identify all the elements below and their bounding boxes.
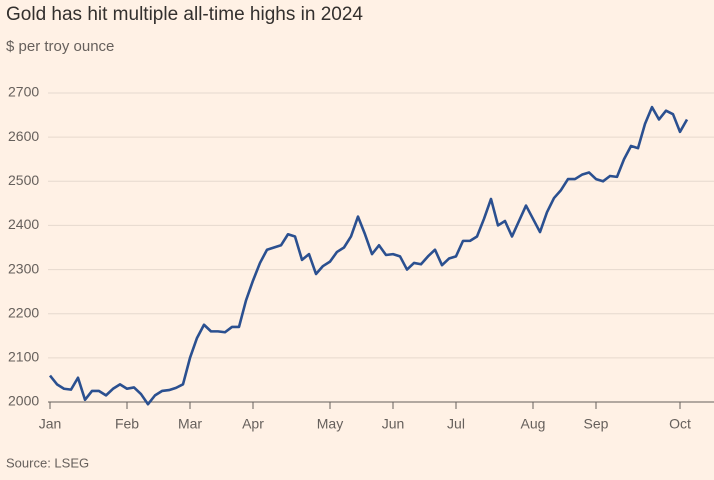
y-tick-label: 2300 xyxy=(8,260,39,276)
y-tick-label: 2600 xyxy=(8,128,39,144)
x-tick-label: Jul xyxy=(447,416,465,432)
x-tick-label: Mar xyxy=(178,416,202,432)
y-tick-label: 2100 xyxy=(8,349,39,365)
x-tick-label: Aug xyxy=(521,416,546,432)
y-tick-label: 2400 xyxy=(8,216,39,232)
x-tick-label: Feb xyxy=(115,416,139,432)
y-tick-label: 2000 xyxy=(8,393,39,409)
y-tick-label: 2700 xyxy=(8,84,39,100)
x-tick-label: Sep xyxy=(584,416,609,432)
chart-subtitle: $ per troy ounce xyxy=(6,38,114,55)
chart-title: Gold has hit multiple all-time highs in … xyxy=(6,4,363,25)
y-tick-label: 2500 xyxy=(8,172,39,188)
source: Source: LSEG xyxy=(6,455,89,470)
x-tick-label: May xyxy=(317,416,343,432)
x-tick-label: Jan xyxy=(39,416,62,432)
x-tick-label: Jun xyxy=(382,416,405,432)
price-line xyxy=(48,105,689,406)
y-tick-label: 2200 xyxy=(8,304,39,320)
x-tick-label: Oct xyxy=(669,416,691,432)
x-tick-label: Apr xyxy=(242,416,264,432)
